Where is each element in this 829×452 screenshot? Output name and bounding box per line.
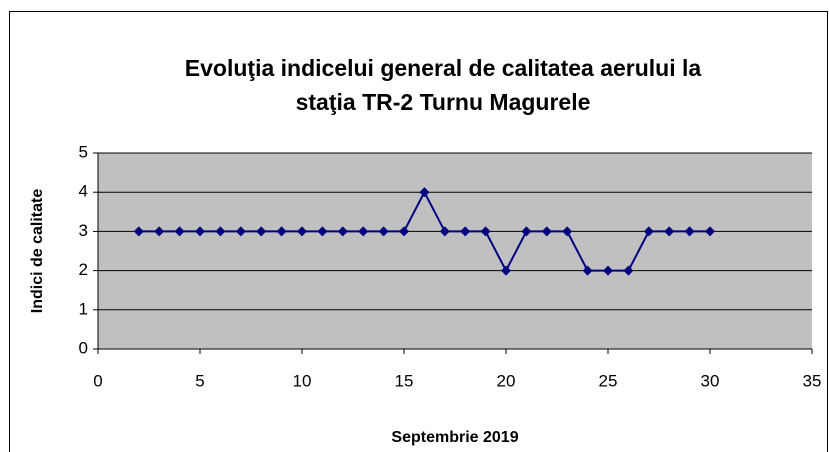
marker	[133, 226, 144, 237]
x-tick-label: 25	[599, 371, 618, 390]
marker	[154, 226, 165, 237]
y-tick-label: 1	[79, 299, 88, 318]
y-tick-label: 2	[79, 260, 88, 279]
marker	[684, 226, 695, 237]
x-axis-label: Septembrie 2019	[391, 429, 518, 446]
y-tick-label: 3	[79, 221, 88, 240]
y-tick-label: 4	[79, 182, 88, 201]
x-tick-label: 15	[395, 371, 414, 390]
marker	[256, 226, 267, 237]
marker	[664, 226, 675, 237]
marker	[317, 226, 328, 237]
marker	[174, 226, 185, 237]
x-tick-label: 35	[803, 371, 822, 390]
marker	[460, 226, 471, 237]
marker	[235, 226, 246, 237]
x-tick-label: 20	[497, 371, 516, 390]
x-tick-label: 30	[701, 371, 720, 390]
marker	[705, 226, 715, 237]
marker	[399, 226, 409, 237]
marker	[480, 226, 491, 237]
marker	[419, 187, 430, 198]
chart-title: staţia TR-2 Turnu Magurele	[296, 89, 591, 115]
marker	[582, 265, 593, 276]
marker	[562, 226, 573, 237]
marker	[643, 226, 654, 237]
marker	[358, 226, 369, 237]
marker	[215, 226, 226, 237]
y-axis-label: Indici de calitate	[29, 189, 46, 314]
marker	[541, 226, 552, 237]
plot-area	[98, 153, 812, 349]
x-tick-label: 0	[93, 371, 102, 390]
chart-title: Evoluţia indicelui general de calitatea …	[185, 55, 702, 81]
marker	[276, 226, 287, 237]
marker	[439, 226, 450, 237]
y-tick-label: 5	[79, 142, 88, 161]
marker	[521, 226, 532, 237]
x-tick-label: 5	[195, 371, 204, 390]
marker	[337, 226, 348, 237]
marker	[378, 226, 389, 237]
marker	[501, 265, 511, 276]
marker	[195, 226, 205, 237]
y-tick-label: 0	[79, 338, 88, 357]
marker	[623, 265, 634, 276]
x-tick-label: 10	[293, 371, 312, 390]
marker	[297, 226, 307, 237]
marker	[603, 265, 613, 276]
